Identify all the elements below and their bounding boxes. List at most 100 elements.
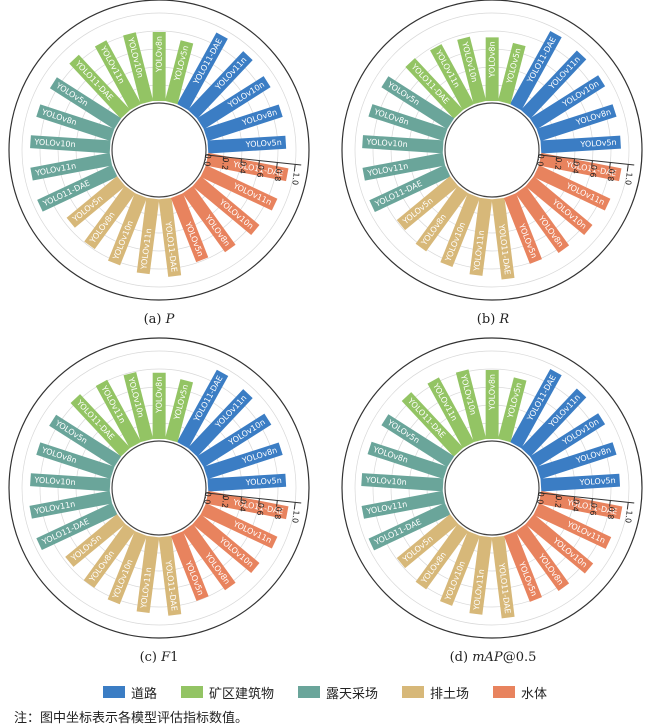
radial-axis bbox=[538, 154, 635, 166]
bar-label: YOLOv8n bbox=[419, 550, 448, 585]
bar-rect bbox=[455, 369, 487, 443]
bar-rect bbox=[207, 135, 287, 154]
bar-road-yolov5n: YOLOv5n bbox=[207, 135, 287, 154]
bar-rect bbox=[529, 413, 606, 468]
axis-tick bbox=[276, 162, 278, 169]
axis-tick bbox=[609, 162, 611, 169]
radial-axis bbox=[538, 492, 635, 504]
bar-label: YOLOv11n bbox=[98, 44, 126, 85]
bar-rect bbox=[170, 531, 209, 602]
axis-tick bbox=[276, 500, 278, 507]
bar-open_pit-yolov11n: YOLOv11n bbox=[30, 152, 113, 181]
bar-dump-yolov11n: YOLOv11n bbox=[469, 535, 493, 615]
axis-tick-label: 0.2 bbox=[553, 495, 563, 509]
bar-rect bbox=[396, 176, 459, 231]
bar-rect bbox=[123, 372, 154, 443]
bar-rect bbox=[515, 523, 570, 592]
bar-label: YOLOv11n bbox=[547, 393, 582, 430]
bar-rect bbox=[203, 104, 283, 142]
bar-rect bbox=[491, 197, 515, 280]
bar-rect bbox=[136, 197, 160, 275]
bar-rect bbox=[362, 152, 446, 181]
bar-label: YOLOv8n bbox=[155, 377, 164, 414]
legend-item-road: 道路 bbox=[102, 683, 157, 702]
bar-label: YOLOv11n bbox=[547, 55, 582, 92]
bar-rect bbox=[368, 104, 448, 141]
axis-tick-label: 0.2 bbox=[220, 157, 230, 171]
bar-open_pit-yolov10n: YOLOv10n bbox=[30, 135, 111, 154]
bar-dump-yolov11n: YOLOv11n bbox=[136, 535, 160, 614]
bar-rect bbox=[152, 31, 166, 102]
bar-rect bbox=[401, 392, 464, 457]
bar-label: YOLOv5n bbox=[69, 533, 103, 564]
bar-rect bbox=[538, 152, 622, 182]
bar-rect bbox=[70, 394, 131, 457]
bar-rect bbox=[182, 185, 236, 253]
bar-rect bbox=[200, 165, 278, 211]
axis-tick-label: 1.0 bbox=[623, 172, 633, 186]
bar-rect bbox=[207, 473, 287, 492]
bar-rect bbox=[176, 32, 228, 111]
bar-rect bbox=[520, 50, 587, 119]
bar-rect bbox=[66, 176, 126, 228]
bar-rect bbox=[84, 185, 136, 250]
bar-rect bbox=[136, 535, 160, 614]
bar-label: YOLOv10n bbox=[217, 535, 255, 569]
bar-label: YOLOv8n bbox=[87, 549, 116, 584]
bar-rect bbox=[69, 54, 131, 119]
bar-rect bbox=[381, 414, 455, 468]
bar-rect bbox=[509, 368, 562, 449]
legend-item-open-pit: 露天采场 bbox=[297, 683, 378, 702]
legend-swatch-mine-building bbox=[180, 686, 203, 698]
bar-rect bbox=[540, 473, 621, 492]
circular-chart-p: YOLOv5nYOLOv8nYOLOv10nYOLOv11nYOLO11-DAE… bbox=[8, 0, 310, 301]
outer-ring bbox=[341, 0, 643, 301]
bar-open_pit-yolov10n: YOLOv10n bbox=[361, 473, 444, 492]
bar-rect bbox=[192, 176, 260, 235]
bar-rect bbox=[525, 176, 593, 235]
bar-label: YOLOv10n bbox=[217, 197, 255, 231]
bar-rect bbox=[491, 535, 515, 619]
bar-label: YOLOv8n bbox=[372, 107, 410, 127]
bar-rect bbox=[30, 473, 111, 492]
bar-rect bbox=[95, 379, 142, 449]
bar-label: YOLOv8n bbox=[536, 213, 565, 248]
bar-rect bbox=[520, 388, 587, 457]
bar-label: YOLOv8n bbox=[240, 108, 278, 128]
bar-rect bbox=[37, 164, 118, 212]
bar-rect bbox=[485, 37, 499, 102]
charts-canvas: YOLOv5nYOLOv8nYOLOv10nYOLOv11nYOLO11-DAE… bbox=[8, 0, 643, 639]
bar-rect bbox=[83, 523, 136, 588]
bar-rect bbox=[176, 369, 229, 449]
axis-tick-label: 1.0 bbox=[623, 510, 633, 524]
bar-dump-yolo11-dae: YOLO11-DAE bbox=[491, 197, 515, 280]
bar-label: YOLOv8n bbox=[488, 41, 497, 78]
bar-rect bbox=[158, 535, 182, 616]
bar-mine_building-yolov8n: YOLOv8n bbox=[152, 31, 166, 102]
bar-rect bbox=[36, 442, 115, 479]
bar-rect bbox=[368, 502, 451, 551]
bar-label: YOLOv8n bbox=[203, 213, 232, 248]
bar-label: YOLOv5n bbox=[70, 194, 104, 225]
axis-tick bbox=[293, 164, 296, 172]
legend-item-water: 水体 bbox=[493, 683, 547, 702]
bar-rect bbox=[440, 531, 480, 606]
bar-rect bbox=[396, 514, 459, 569]
bar-rect bbox=[30, 152, 113, 181]
axis-tick-label: 0.8 bbox=[606, 168, 616, 182]
bar-rect bbox=[529, 75, 606, 130]
bar-dump-yolo11-dae: YOLO11-DAE bbox=[158, 535, 182, 616]
grid-ring bbox=[21, 12, 297, 288]
legend-item-dump: 排土场 bbox=[402, 683, 469, 702]
bar-label: YOLO11-DAE bbox=[372, 517, 423, 547]
bar-rect bbox=[107, 193, 147, 266]
bar-rect bbox=[170, 193, 209, 263]
bar-mine_building-yolov8n: YOLOv8n bbox=[485, 369, 499, 440]
bar-open_pit-yolov10n: YOLOv10n bbox=[30, 473, 111, 492]
bar-open_pit-yolov11n: YOLOv11n bbox=[361, 490, 446, 519]
bar-rect bbox=[362, 135, 444, 154]
bar-rect bbox=[107, 531, 147, 605]
axis-tick-label: 0.6 bbox=[255, 164, 265, 178]
bar-rect bbox=[497, 42, 526, 105]
axis-tick bbox=[258, 160, 260, 166]
